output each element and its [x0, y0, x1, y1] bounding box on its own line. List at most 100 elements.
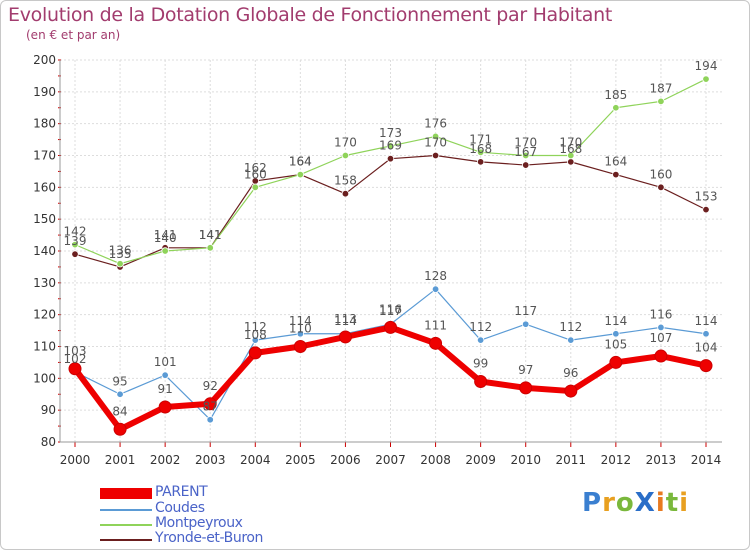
data-point-coudes	[431, 285, 440, 293]
data-point-montpeyroux	[116, 260, 124, 268]
x-tick-label: 2013	[646, 453, 677, 467]
data-label-parent: 99	[473, 357, 488, 371]
data-point-yronde-et-buron	[522, 161, 530, 169]
proxiti-logo: ProXiti	[582, 488, 689, 518]
data-label-coudes: 114	[695, 314, 718, 328]
data-label-montpeyroux: 141	[199, 228, 222, 242]
y-tick-label: 200	[33, 53, 56, 67]
legend-swatch-montpeyroux	[100, 524, 152, 526]
x-tick-label: 2006	[330, 453, 361, 467]
data-point-parent	[474, 375, 488, 389]
x-tick-label: 2010	[510, 453, 541, 467]
data-point-parent	[113, 422, 127, 436]
logo-letter: i	[679, 488, 690, 518]
y-tick-label: 190	[33, 85, 56, 99]
data-point-parent	[519, 381, 533, 395]
data-point-montpeyroux	[657, 97, 665, 106]
legend-label-coudes: Coudes	[155, 500, 205, 516]
y-tick-label: 170	[33, 149, 56, 163]
data-label-yronde-et-buron: 169	[379, 139, 402, 153]
data-point-yronde-et-buron	[612, 170, 620, 179]
chart-subtitle: (en € et par an)	[26, 28, 121, 42]
y-tick-label: 130	[33, 276, 56, 290]
logo-letter: i	[655, 488, 666, 518]
data-point-coudes	[567, 336, 575, 344]
data-label-parent: 108	[244, 328, 267, 342]
data-label-parent: 107	[649, 331, 672, 345]
x-tick-label: 2005	[285, 453, 316, 467]
data-label-montpeyroux: 176	[424, 116, 447, 130]
data-point-yronde-et-buron	[476, 158, 485, 166]
x-tick-label: 2007	[375, 453, 406, 467]
data-label-parent: 103	[64, 344, 87, 358]
data-label-yronde-et-buron: 170	[424, 136, 447, 150]
data-point-montpeyroux	[431, 132, 440, 141]
legend-swatch-coudes	[100, 509, 152, 511]
data-label-montpeyroux: 160	[244, 167, 267, 181]
x-tick-label: 2002	[150, 453, 181, 467]
data-label-coudes: 112	[559, 320, 582, 334]
data-point-coudes	[161, 371, 169, 379]
logo-letter: r	[602, 488, 616, 518]
data-point-montpeyroux	[386, 142, 395, 150]
data-label-parent: 91	[158, 382, 173, 396]
legend-label-yronde-et-buron: Yronde-et-Buron	[155, 530, 264, 546]
x-tick-label: 2012	[601, 453, 632, 467]
data-point-coudes	[657, 323, 665, 332]
data-label-montpeyroux: 187	[649, 81, 672, 95]
data-point-parent	[654, 349, 668, 363]
data-label-montpeyroux: 170	[334, 136, 357, 150]
data-label-montpeyroux: 171	[469, 132, 492, 146]
data-label-yronde-et-buron: 168	[469, 142, 492, 156]
data-point-montpeyroux	[476, 148, 485, 157]
data-point-montpeyroux	[567, 151, 575, 160]
logo-letter: X	[634, 488, 656, 518]
data-label-montpeyroux: 142	[64, 225, 87, 239]
data-point-parent	[203, 397, 217, 411]
data-label-coudes: 114	[604, 314, 627, 328]
data-label-montpeyroux: 136	[109, 244, 132, 258]
data-point-yronde-et-buron	[386, 154, 395, 163]
y-tick-label: 150	[33, 212, 56, 226]
data-label-yronde-et-buron: 162	[244, 161, 267, 175]
data-label-parent: 113	[334, 312, 357, 326]
x-tick-label: 2000	[60, 453, 91, 467]
data-label-coudes: 101	[154, 355, 177, 369]
y-tick-label: 180	[33, 117, 56, 131]
y-tick-label: 160	[33, 180, 56, 194]
data-label-parent: 116	[379, 302, 402, 316]
data-label-yronde-et-buron: 158	[334, 174, 357, 188]
y-tick-label: 100	[33, 371, 56, 385]
data-label-parent: 92	[203, 379, 218, 393]
data-point-parent	[699, 359, 713, 373]
data-point-montpeyroux	[206, 244, 214, 252]
data-label-yronde-et-buron: 139	[64, 234, 87, 248]
data-point-coudes	[612, 330, 620, 338]
data-label-coudes: 102	[64, 352, 87, 366]
data-point-yronde-et-buron	[657, 183, 665, 192]
data-label-montpeyroux: 194	[695, 59, 718, 73]
data-point-coudes	[251, 336, 259, 344]
data-label-montpeyroux: 173	[379, 126, 402, 140]
logo-letter: o	[615, 488, 635, 518]
data-point-yronde-et-buron	[431, 151, 440, 160]
logo-letter: P	[582, 488, 603, 518]
data-label-yronde-et-buron: 141	[199, 228, 222, 242]
data-point-parent	[293, 340, 307, 353]
data-label-parent: 97	[518, 363, 533, 377]
data-point-parent	[158, 400, 172, 414]
data-point-coudes	[206, 416, 214, 424]
data-point-parent	[248, 346, 262, 360]
x-tick-label: 2014	[691, 453, 722, 467]
data-label-yronde-et-buron: 168	[559, 142, 582, 156]
data-point-montpeyroux	[522, 151, 530, 160]
data-point-coudes	[702, 330, 710, 338]
data-label-coudes: 128	[424, 269, 447, 283]
data-label-montpeyroux: 170	[559, 136, 582, 150]
data-label-yronde-et-buron: 141	[154, 228, 177, 242]
legend-label-montpeyroux: Montpeyroux	[155, 515, 243, 531]
data-label-montpeyroux: 164	[289, 155, 312, 169]
data-point-yronde-et-buron	[71, 250, 79, 258]
data-label-coudes: 116	[649, 307, 672, 321]
data-label-coudes: 114	[289, 314, 312, 328]
